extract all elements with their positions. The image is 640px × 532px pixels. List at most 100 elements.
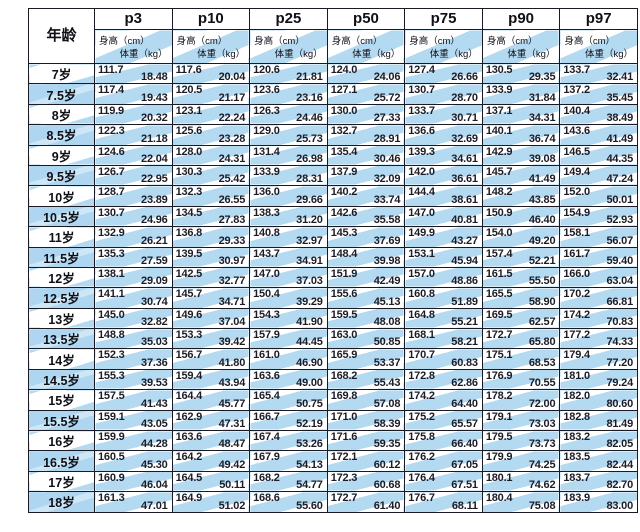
height-label: 身高（cm） [409,36,460,47]
height-value: 133.7 [563,64,590,76]
table-row: 17岁 160.9 46.04 164.5 50.11 168.2 54.77 172.3 60… [28,470,638,493]
height-weight-cell: 160.5 45.30 [94,450,173,472]
height-value: 144.4 [408,186,435,199]
weight-value: 47.31 [218,418,246,431]
weight-value: 32.97 [296,234,323,247]
weight-value: 45.13 [373,295,401,308]
height-value: 154.9 [563,206,590,219]
height-weight-cell: 169.5 62.57 [481,307,561,330]
weight-value: 55.50 [528,275,556,288]
height-weight-cell: 181.0 79.24 [559,368,638,391]
height-value: 177.2 [563,329,590,342]
height-weight-cell: 130.7 24.96 [94,205,173,228]
height-value: 127.1 [330,84,358,97]
table-row: 9岁 124.6 22.04 128.0 24.31 131.4 26.98 135.4 30.… [28,144,638,166]
height-value: 181.0 [563,369,590,382]
height-value: 143.7 [253,247,280,260]
height-weight-cell: 176.2 67.05 [404,450,483,472]
height-weight-cell: 122.3 21.18 [94,124,173,146]
height-value: 161.5 [485,267,513,280]
weight-value: 34.71 [218,295,246,308]
height-weight-cell: 179.1 73.03 [481,409,561,432]
weight-value: 59.40 [606,254,633,267]
weight-value: 49.00 [296,377,323,390]
age-cell: 13岁 [28,307,95,330]
age-cell: 16岁 [28,430,95,452]
height-weight-cell: 129.0 25.73 [249,124,328,146]
weight-value: 43.85 [528,193,556,206]
height-weight-cell: 157.0 48.86 [404,266,483,289]
col-header-p3: p3 [94,8,173,30]
height-value: 160.5 [98,451,125,464]
weight-value: 30.97 [218,254,246,267]
height-value: 137.1 [485,104,513,117]
weight-value: 20.32 [141,112,168,125]
weight-value: 82.05 [606,438,633,451]
height-weight-cell: 150.9 46.40 [481,205,561,228]
height-weight-cell: 169.8 57.08 [326,389,406,411]
height-value: 165.5 [485,288,513,301]
height-value: 167.9 [253,451,280,464]
weight-value: 37.03 [296,275,323,288]
table-row: 8岁 119.9 20.32 123.1 22.24 126.3 24.46 130.0 27.… [28,103,638,126]
col-header-p97: p97 [559,8,638,30]
height-value: 163.6 [253,369,280,382]
height-value: 122.3 [98,125,125,138]
weight-value: 35.03 [141,336,168,349]
height-value: 170.7 [408,349,435,362]
weight-value: 34.31 [528,112,556,125]
weight-value: 32.09 [373,173,401,186]
height-value: 164.8 [408,308,435,321]
height-value: 176.2 [408,451,435,464]
height-weight-cell: 117.6 20.04 [171,62,251,85]
weight-value: 81.49 [606,418,633,431]
weight-value: 28.91 [373,132,401,145]
height-value: 148.8 [98,329,125,342]
height-value: 154.0 [485,227,513,240]
height-value: 133.9 [485,84,513,97]
height-weight-cell: 161.3 47.01 [94,491,173,513]
height-value: 159.5 [330,308,358,321]
height-weight-cell: 156.7 41.80 [171,348,251,370]
height-value: 130.0 [330,104,358,117]
height-weight-cell: 125.6 23.28 [171,124,251,146]
weight-value: 64.40 [451,397,478,410]
measure-header-cell: 身高（cm） 体重（kg） [171,29,251,64]
height-label: 身高（cm） [564,36,616,47]
table-row: 16岁 159.9 44.28 163.6 48.47 167.4 53.26 171.6 59… [28,430,638,452]
height-value: 174.2 [408,390,435,403]
height-value: 133.7 [408,104,435,117]
weight-value: 50.01 [606,193,633,206]
height-value: 157.4 [485,247,513,260]
height-value: 183.2 [563,431,590,444]
height-value: 171.0 [330,410,358,423]
age-cell: 14.5岁 [28,368,95,391]
weight-value: 21.81 [296,71,323,84]
height-value: 136.0 [253,186,280,199]
weight-value: 36.74 [528,132,556,145]
weight-value: 45.77 [218,397,246,410]
weight-value: 43.27 [451,234,478,247]
height-value: 137.2 [563,84,590,97]
height-value: 175.1 [485,349,513,362]
weight-value: 60.12 [373,458,401,471]
height-weight-cell: 175.2 65.57 [404,409,483,432]
height-weight-cell: 142.5 32.77 [171,266,251,289]
age-cell: 8.5岁 [28,124,95,146]
height-value: 168.2 [253,471,280,484]
weight-value: 32.41 [606,71,633,84]
height-label: 身高（cm） [486,36,538,47]
weight-value: 46.40 [528,214,556,227]
height-value: 128.7 [98,186,125,199]
height-value: 159.1 [98,410,125,423]
weight-value: 26.98 [296,152,323,165]
weight-value: 37.69 [373,234,401,247]
weight-value: 25.73 [296,132,323,145]
weight-value: 50.11 [219,479,246,492]
height-label: 身高（cm） [99,36,150,47]
height-weight-cell: 148.8 35.03 [94,328,173,350]
height-value: 180.4 [485,492,513,505]
weight-value: 20.04 [218,71,246,84]
height-value: 123.1 [175,104,203,117]
height-value: 128.0 [175,145,203,158]
